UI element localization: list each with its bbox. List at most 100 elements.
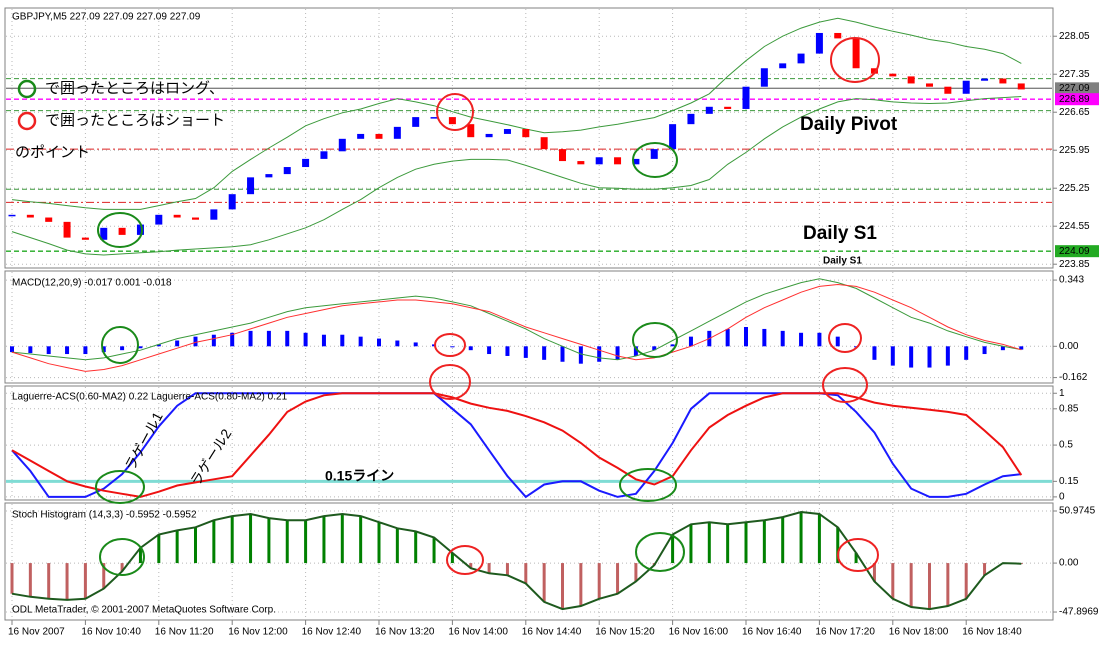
candle (742, 86, 750, 109)
y-tick-label: 227.35 (1059, 69, 1090, 80)
macd-bar (211, 334, 216, 347)
stoch-bar (414, 531, 418, 564)
stoch-bar (450, 552, 454, 564)
annotation: Daily S1 (803, 223, 877, 244)
macd-bar (395, 340, 400, 347)
candle (779, 63, 787, 69)
price-tag (1055, 82, 1099, 95)
candle (926, 83, 933, 87)
stoch-bar (872, 563, 876, 582)
candle (155, 214, 163, 225)
macd-bar (175, 340, 180, 347)
stoch-bar (359, 516, 363, 564)
y-tick-label: -47.8969 (1059, 607, 1099, 618)
macd-bar (927, 346, 932, 368)
macd-bar (230, 332, 235, 347)
macd-bar (65, 346, 70, 355)
y-tick-label: 0 (1059, 492, 1065, 503)
y-tick-label: 1 (1059, 388, 1065, 399)
stoch-bar (10, 563, 14, 594)
candle (338, 138, 346, 152)
macd-bar (542, 346, 547, 360)
candle (118, 227, 126, 235)
stoch-bar (799, 511, 803, 564)
highlight-circle (97, 212, 143, 248)
stoch-bar (836, 527, 840, 564)
stoch-bar (322, 516, 326, 564)
y-tick-label: 0.00 (1059, 341, 1079, 352)
candle (192, 217, 199, 220)
macd-bar (505, 346, 510, 356)
stoch-bar (285, 520, 289, 564)
macd-bar (303, 332, 308, 347)
candle (45, 217, 53, 222)
y-tick-label: 0.343 (1059, 275, 1084, 286)
bollinger-band (11, 17, 1022, 210)
candle (26, 214, 34, 218)
stoch-bar (964, 563, 968, 599)
candle (559, 149, 566, 162)
macd-bar (248, 330, 253, 347)
candle (265, 174, 273, 178)
x-tick-label: 16 Nov 2007 (8, 627, 65, 638)
x-tick-label: 16 Nov 14:40 (522, 627, 582, 638)
stoch-bar (340, 514, 344, 564)
macd-line (11, 283, 1022, 372)
highlight-circle (429, 364, 471, 400)
candle (210, 209, 218, 220)
stoch-bar (212, 520, 216, 564)
price-tag (1055, 245, 1099, 258)
stoch-bar (175, 530, 179, 564)
macd-bar (725, 328, 730, 347)
stoch-bar (762, 520, 766, 564)
macd-bar (340, 334, 345, 347)
candle (393, 126, 401, 139)
macd-bar (780, 330, 785, 347)
candle (724, 106, 732, 109)
macd-bar (358, 336, 363, 347)
macd-bar (377, 338, 381, 347)
stoch-bar (817, 514, 821, 564)
highlight-circle (837, 538, 879, 572)
macd-header: MACD(12,20,9) -0.017 0.001 -0.018 (12, 278, 172, 289)
stoch-bar (377, 522, 381, 564)
macd-bar (744, 327, 748, 347)
y-tick-label: 0.00 (1059, 558, 1079, 569)
macd-bar (909, 346, 914, 368)
stoch-bar (524, 563, 528, 584)
highlight-circle (619, 468, 677, 502)
macd-bar (321, 334, 326, 347)
macd-bar (1000, 346, 1005, 351)
candle (999, 78, 1007, 84)
candle (962, 80, 970, 94)
price-panel (4, 7, 1054, 269)
candle (522, 129, 530, 138)
highlight-circle (828, 323, 862, 353)
stoch-bar (597, 563, 601, 599)
macd-bar (28, 346, 33, 354)
candle (173, 214, 181, 218)
candle (81, 237, 89, 240)
highlight-circle (436, 93, 474, 131)
macd-bar (945, 346, 950, 366)
highlight-circle (95, 470, 145, 504)
price-tag-label: 224.09 (1059, 246, 1090, 257)
y-tick-label: 225.95 (1059, 145, 1090, 156)
x-tick-label: 16 Nov 12:40 (302, 627, 362, 638)
stoch-bar (120, 563, 124, 572)
macd-bar (688, 336, 693, 347)
candle (834, 32, 842, 39)
price-tag (1055, 93, 1099, 106)
x-tick-label: 16 Nov 14:00 (448, 627, 508, 638)
y-tick-label: 228.05 (1059, 31, 1090, 42)
price-tag-label: 226.89 (1059, 94, 1090, 105)
plot-layer: 16 Nov 2007 16 Nov 10:40 16 Nov 11:20 16 No… (6, 9, 1099, 638)
candle (283, 167, 291, 175)
candle (375, 133, 383, 139)
candle (705, 106, 713, 114)
stoch-bar (579, 563, 583, 607)
y-tick-label: 225.25 (1059, 183, 1090, 194)
